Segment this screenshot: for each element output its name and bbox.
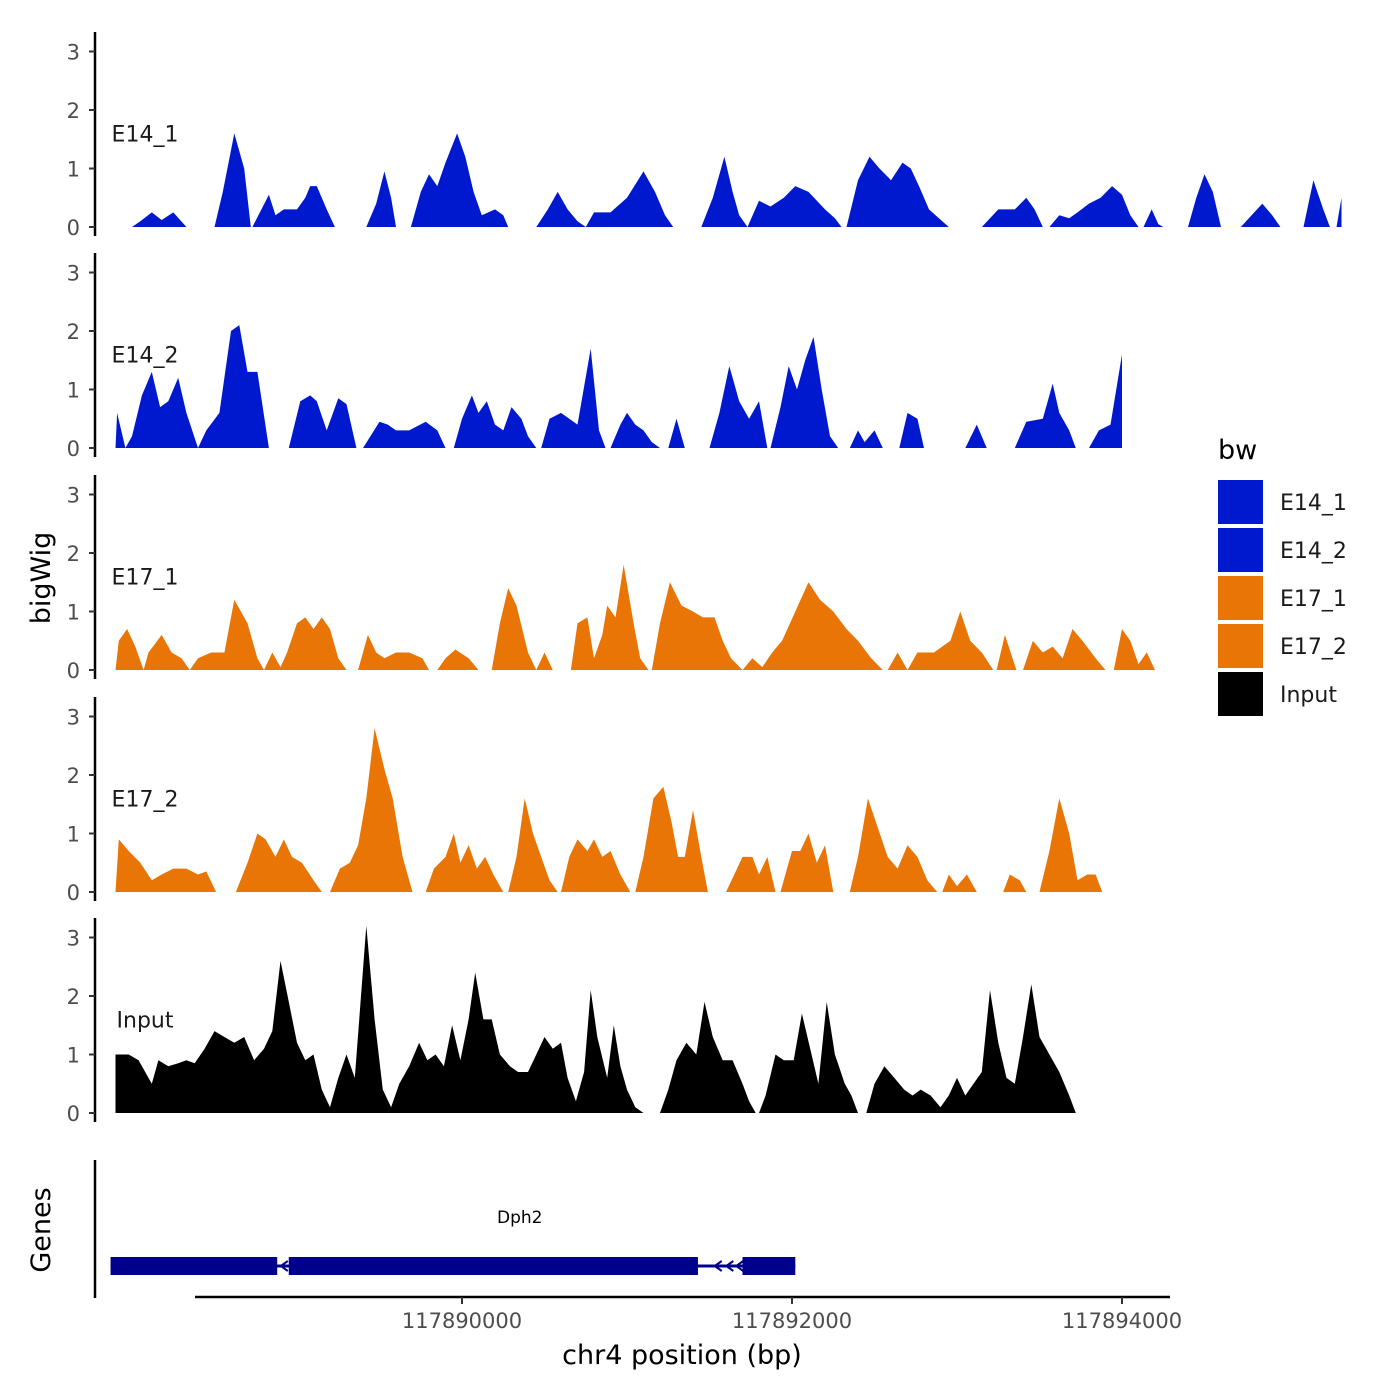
y-tick-label-input-2: 2 <box>67 985 80 1009</box>
y-tick-label-e14-2-3: 3 <box>67 262 80 286</box>
x-tick-label-117890000: 117890000 <box>402 1309 522 1333</box>
y-tick-label-e14-1-3: 3 <box>67 41 80 65</box>
legend-swatch-input <box>1218 672 1263 716</box>
legend-label-input: Input <box>1280 683 1337 708</box>
track-label-input: Input <box>117 1008 174 1033</box>
y-tick-label-input-0: 0 <box>67 1102 80 1126</box>
gene-strand-arrow-3 <box>734 1260 744 1272</box>
legend-swatch-e17-1 <box>1218 576 1263 620</box>
legend-swatch-e17-2 <box>1218 624 1263 668</box>
track-e17-2: 0 1 2 3 E17_2 <box>67 697 1103 905</box>
signal-area-e17-1 <box>115 564 1155 670</box>
gene-strand-arrow-2 <box>724 1260 734 1272</box>
y-tick-label-e14-1-0: 0 <box>67 216 80 240</box>
legend-label-e17-2: E17_2 <box>1280 635 1347 660</box>
y-tick-label-e17-1-0: 0 <box>67 659 80 683</box>
x-tick-label-117894000: 117894000 <box>1062 1309 1182 1333</box>
x-tick-label-117892000: 117892000 <box>732 1309 852 1333</box>
y-tick-label-e14-2-2: 2 <box>67 320 80 344</box>
gene-exon-2 <box>742 1257 796 1275</box>
genes-panel-title: Genes <box>26 1187 57 1272</box>
y-tick-label-input-3: 3 <box>67 927 80 951</box>
signal-area-e14-2 <box>115 325 1122 448</box>
gene-exon-1 <box>288 1257 698 1275</box>
track-label-e14-2: E14_2 <box>112 343 179 368</box>
signal-area-e14-1 <box>132 133 1342 227</box>
gene-strand-arrow-0 <box>279 1260 289 1272</box>
tracks-layer: 0 1 2 3 E14_1 0 1 2 3 E14_2 0 1 2 3 E17_1 0 1 2 3 E17_2 0 1 2 3… <box>67 32 1342 1126</box>
legend-title: bw <box>1218 435 1257 466</box>
y-tick-label-e17-2-3: 3 <box>67 706 80 730</box>
legend-swatch-e14-2 <box>1218 528 1263 572</box>
signal-area-e17-2 <box>115 728 1103 892</box>
gene-strand-arrow-1 <box>713 1260 723 1272</box>
y-tick-label-input-1: 1 <box>67 1044 80 1068</box>
y-tick-label-e17-1-1: 1 <box>67 601 80 625</box>
legend-label-e14-1: E14_1 <box>1280 491 1347 516</box>
y-tick-label-e14-2-0: 0 <box>67 437 80 461</box>
y-tick-label-e17-2-2: 2 <box>67 764 80 788</box>
track-e14-1: 0 1 2 3 E14_1 <box>67 32 1342 240</box>
y-axis-title: bigWig <box>26 532 57 625</box>
genes-panel: Dph2 <box>93 1160 796 1298</box>
y-tick-label-e17-1-3: 3 <box>67 484 80 508</box>
gene-label-dph2: Dph2 <box>497 1208 542 1228</box>
gene-dph2: Dph2 <box>110 1208 796 1275</box>
track-label-e14-1: E14_1 <box>112 122 179 147</box>
x-axis-title: chr4 position (bp) <box>562 1340 802 1371</box>
y-tick-label-e14-1-2: 2 <box>67 99 80 123</box>
legend-swatch-e14-1 <box>1218 480 1263 524</box>
y-tick-label-e14-2-1: 1 <box>67 379 80 403</box>
track-input: 0 1 2 3 Input <box>67 918 1076 1126</box>
y-tick-label-e17-2-1: 1 <box>67 823 80 847</box>
track-e14-2: 0 1 2 3 E14_2 <box>67 253 1122 461</box>
track-label-e17-1: E17_1 <box>112 565 179 590</box>
y-tick-label-e14-1-1: 1 <box>67 158 80 182</box>
x-axis: 117890000 117892000 117894000 <box>195 1295 1182 1333</box>
legend-label-e14-2: E14_2 <box>1280 539 1347 564</box>
legend: bw E14_1 E14_2 E17_1 E17_2 Input <box>1218 435 1347 716</box>
track-label-e17-2: E17_2 <box>112 787 179 812</box>
y-tick-label-e17-2-0: 0 <box>67 881 80 905</box>
signal-area-input <box>115 925 1076 1113</box>
track-e17-1: 0 1 2 3 E17_1 <box>67 475 1155 683</box>
y-tick-label-e17-1-2: 2 <box>67 542 80 566</box>
legend-label-e17-1: E17_1 <box>1280 587 1347 612</box>
gene-exon-0 <box>110 1257 278 1275</box>
